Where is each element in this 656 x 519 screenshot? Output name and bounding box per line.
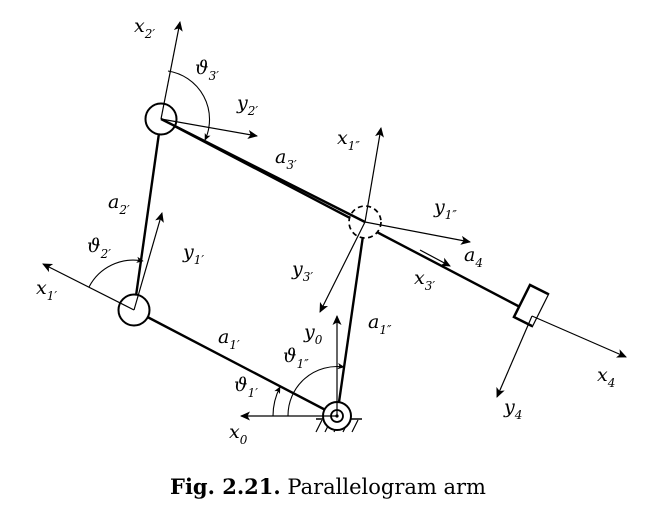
figure-caption: Fig. 2.21. Parallelogram arm	[0, 474, 656, 499]
x1p-axis-arrow	[42, 263, 135, 311]
figure-title: Parallelogram arm	[287, 475, 486, 499]
label-y1pp: y1″	[433, 196, 457, 222]
label-theta2p: ϑ2′	[87, 235, 111, 261]
link-a2-prime	[132, 118, 163, 311]
labels: x2′ ϑ3′ y2′ a3′ x1″ a2′ y1″ ϑ2′ y1′ a4 y…	[36, 15, 615, 447]
label-y1p: y1′	[182, 241, 204, 267]
label-x0: x0	[229, 421, 248, 447]
label-theta1p: ϑ1′	[234, 374, 258, 400]
label-theta1pp: ϑ1″	[283, 345, 309, 371]
frame-arrows	[42, 21, 627, 421]
figure-number: Fig. 2.21.	[170, 474, 281, 499]
label-x2p: x2′	[134, 15, 155, 41]
label-x1pp: x1″	[337, 127, 360, 153]
theta1p-arc	[272, 386, 281, 417]
label-theta3p: ϑ3′	[195, 57, 219, 83]
base-joint	[315, 401, 362, 433]
theta1pp-arc	[287, 362, 345, 417]
label-x4: x4	[597, 364, 615, 390]
theta2p-arc	[88, 256, 144, 288]
label-y4: y4	[503, 396, 522, 422]
label-a1pp: a1″	[368, 311, 392, 337]
x1pp-axis-arrow	[364, 127, 384, 223]
label-y2p: y2′	[236, 92, 258, 118]
y1pp-axis-arrow	[364, 221, 471, 245]
x4-axis-arrow	[531, 315, 627, 358]
angle-arcs	[88, 70, 345, 417]
label-a4: a4	[464, 244, 483, 270]
label-a3p: a3′	[275, 146, 297, 172]
y4-axis-arrow	[496, 315, 533, 398]
label-x1p: x1′	[36, 277, 57, 303]
theta3p-arc	[167, 70, 211, 141]
link-a3-over-joint	[160, 117, 366, 224]
link-a1-prime	[133, 308, 338, 418]
y3p-axis-arrow	[319, 221, 366, 313]
links	[132, 117, 521, 418]
link-a1-double-prime	[335, 221, 367, 417]
x3p-axis-arrow	[419, 249, 451, 267]
label-y3p: y3′	[291, 258, 313, 284]
label-y0: y0	[303, 321, 323, 347]
label-a2p: a2′	[108, 191, 130, 217]
label-x3p: x3′	[414, 267, 435, 293]
x2p-axis-arrow	[160, 21, 183, 120]
label-a1p: a1′	[218, 326, 240, 352]
y1p-axis-arrow	[133, 212, 164, 311]
